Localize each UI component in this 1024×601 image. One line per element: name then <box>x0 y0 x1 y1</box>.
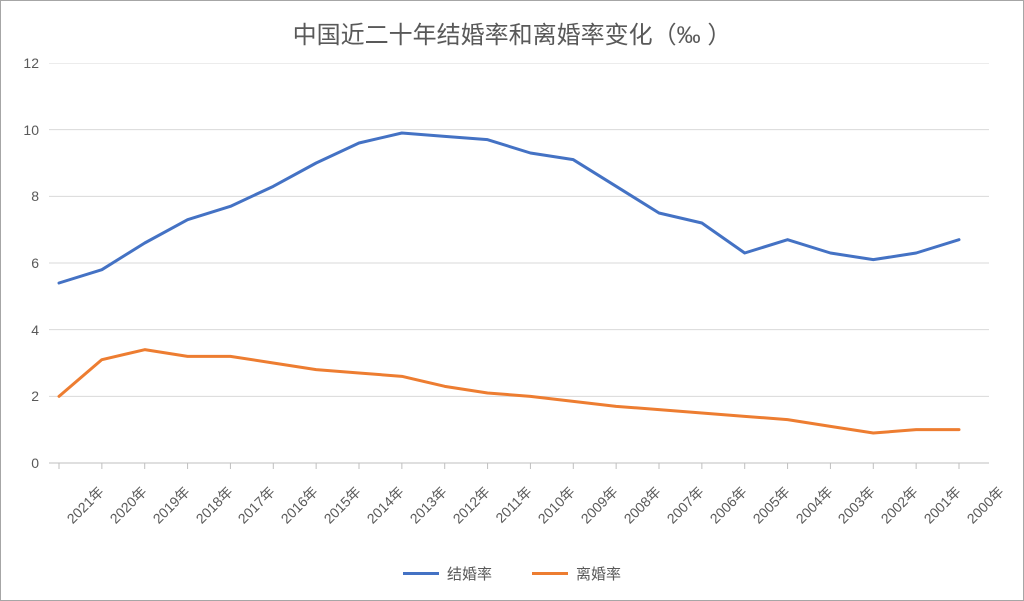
x-tick-label: 2019年 <box>148 482 194 528</box>
x-tick-label: 2009年 <box>576 482 622 528</box>
plot-area <box>49 63 989 463</box>
chart-title: 中国近二十年结婚率和离婚率变化（‰ ） <box>1 15 1023 50</box>
y-axis-labels: 024681012 <box>1 63 45 463</box>
x-tick-label: 2017年 <box>234 482 280 528</box>
series-line <box>59 133 959 283</box>
x-tick-label: 2010年 <box>534 482 580 528</box>
y-tick-label: 2 <box>31 388 39 404</box>
x-tick-label: 2004年 <box>791 482 837 528</box>
y-tick-label: 12 <box>23 55 39 71</box>
x-tick-label: 2001年 <box>919 482 965 528</box>
plot-svg <box>49 63 989 471</box>
legend-item: 离婚率 <box>532 563 621 584</box>
x-tick-label: 2011年 <box>490 482 535 527</box>
y-tick-label: 0 <box>31 455 39 471</box>
x-tick-label: 2007年 <box>662 482 708 528</box>
x-tick-label: 2020年 <box>105 482 151 528</box>
x-tick-label: 2008年 <box>619 482 665 528</box>
series-line <box>59 350 959 433</box>
y-tick-label: 8 <box>31 188 39 204</box>
y-tick-label: 4 <box>31 322 39 338</box>
x-tick-label: 2013年 <box>405 482 451 528</box>
x-tick-label: 2006年 <box>705 482 751 528</box>
x-tick-label: 2002年 <box>876 482 922 528</box>
legend-swatch <box>403 572 439 575</box>
y-tick-label: 6 <box>31 255 39 271</box>
y-tick-label: 10 <box>23 122 39 138</box>
x-tick-label: 2000年 <box>962 482 1008 528</box>
x-tick-label: 2016年 <box>276 482 322 528</box>
x-tick-label: 2003年 <box>834 482 880 528</box>
x-tick-label: 2015年 <box>319 482 365 528</box>
legend: 结婚率 离婚率 <box>1 562 1023 584</box>
x-tick-label: 2014年 <box>362 482 408 528</box>
legend-label: 结婚率 <box>447 563 492 584</box>
x-tick-label: 2021年 <box>62 482 108 528</box>
x-axis-labels: 2021年2020年2019年2018年2017年2016年2015年2014年… <box>49 467 989 537</box>
x-tick-label: 2005年 <box>748 482 794 528</box>
legend-swatch <box>532 572 568 575</box>
x-tick-label: 2018年 <box>191 482 237 528</box>
line-chart: 中国近二十年结婚率和离婚率变化（‰ ） 0 2 4 6 8 10 12 2021年2020年… <box>0 0 1024 601</box>
legend-item: 结婚率 <box>403 563 492 584</box>
legend-label: 离婚率 <box>576 563 621 584</box>
x-tick-label: 2012年 <box>448 482 494 528</box>
